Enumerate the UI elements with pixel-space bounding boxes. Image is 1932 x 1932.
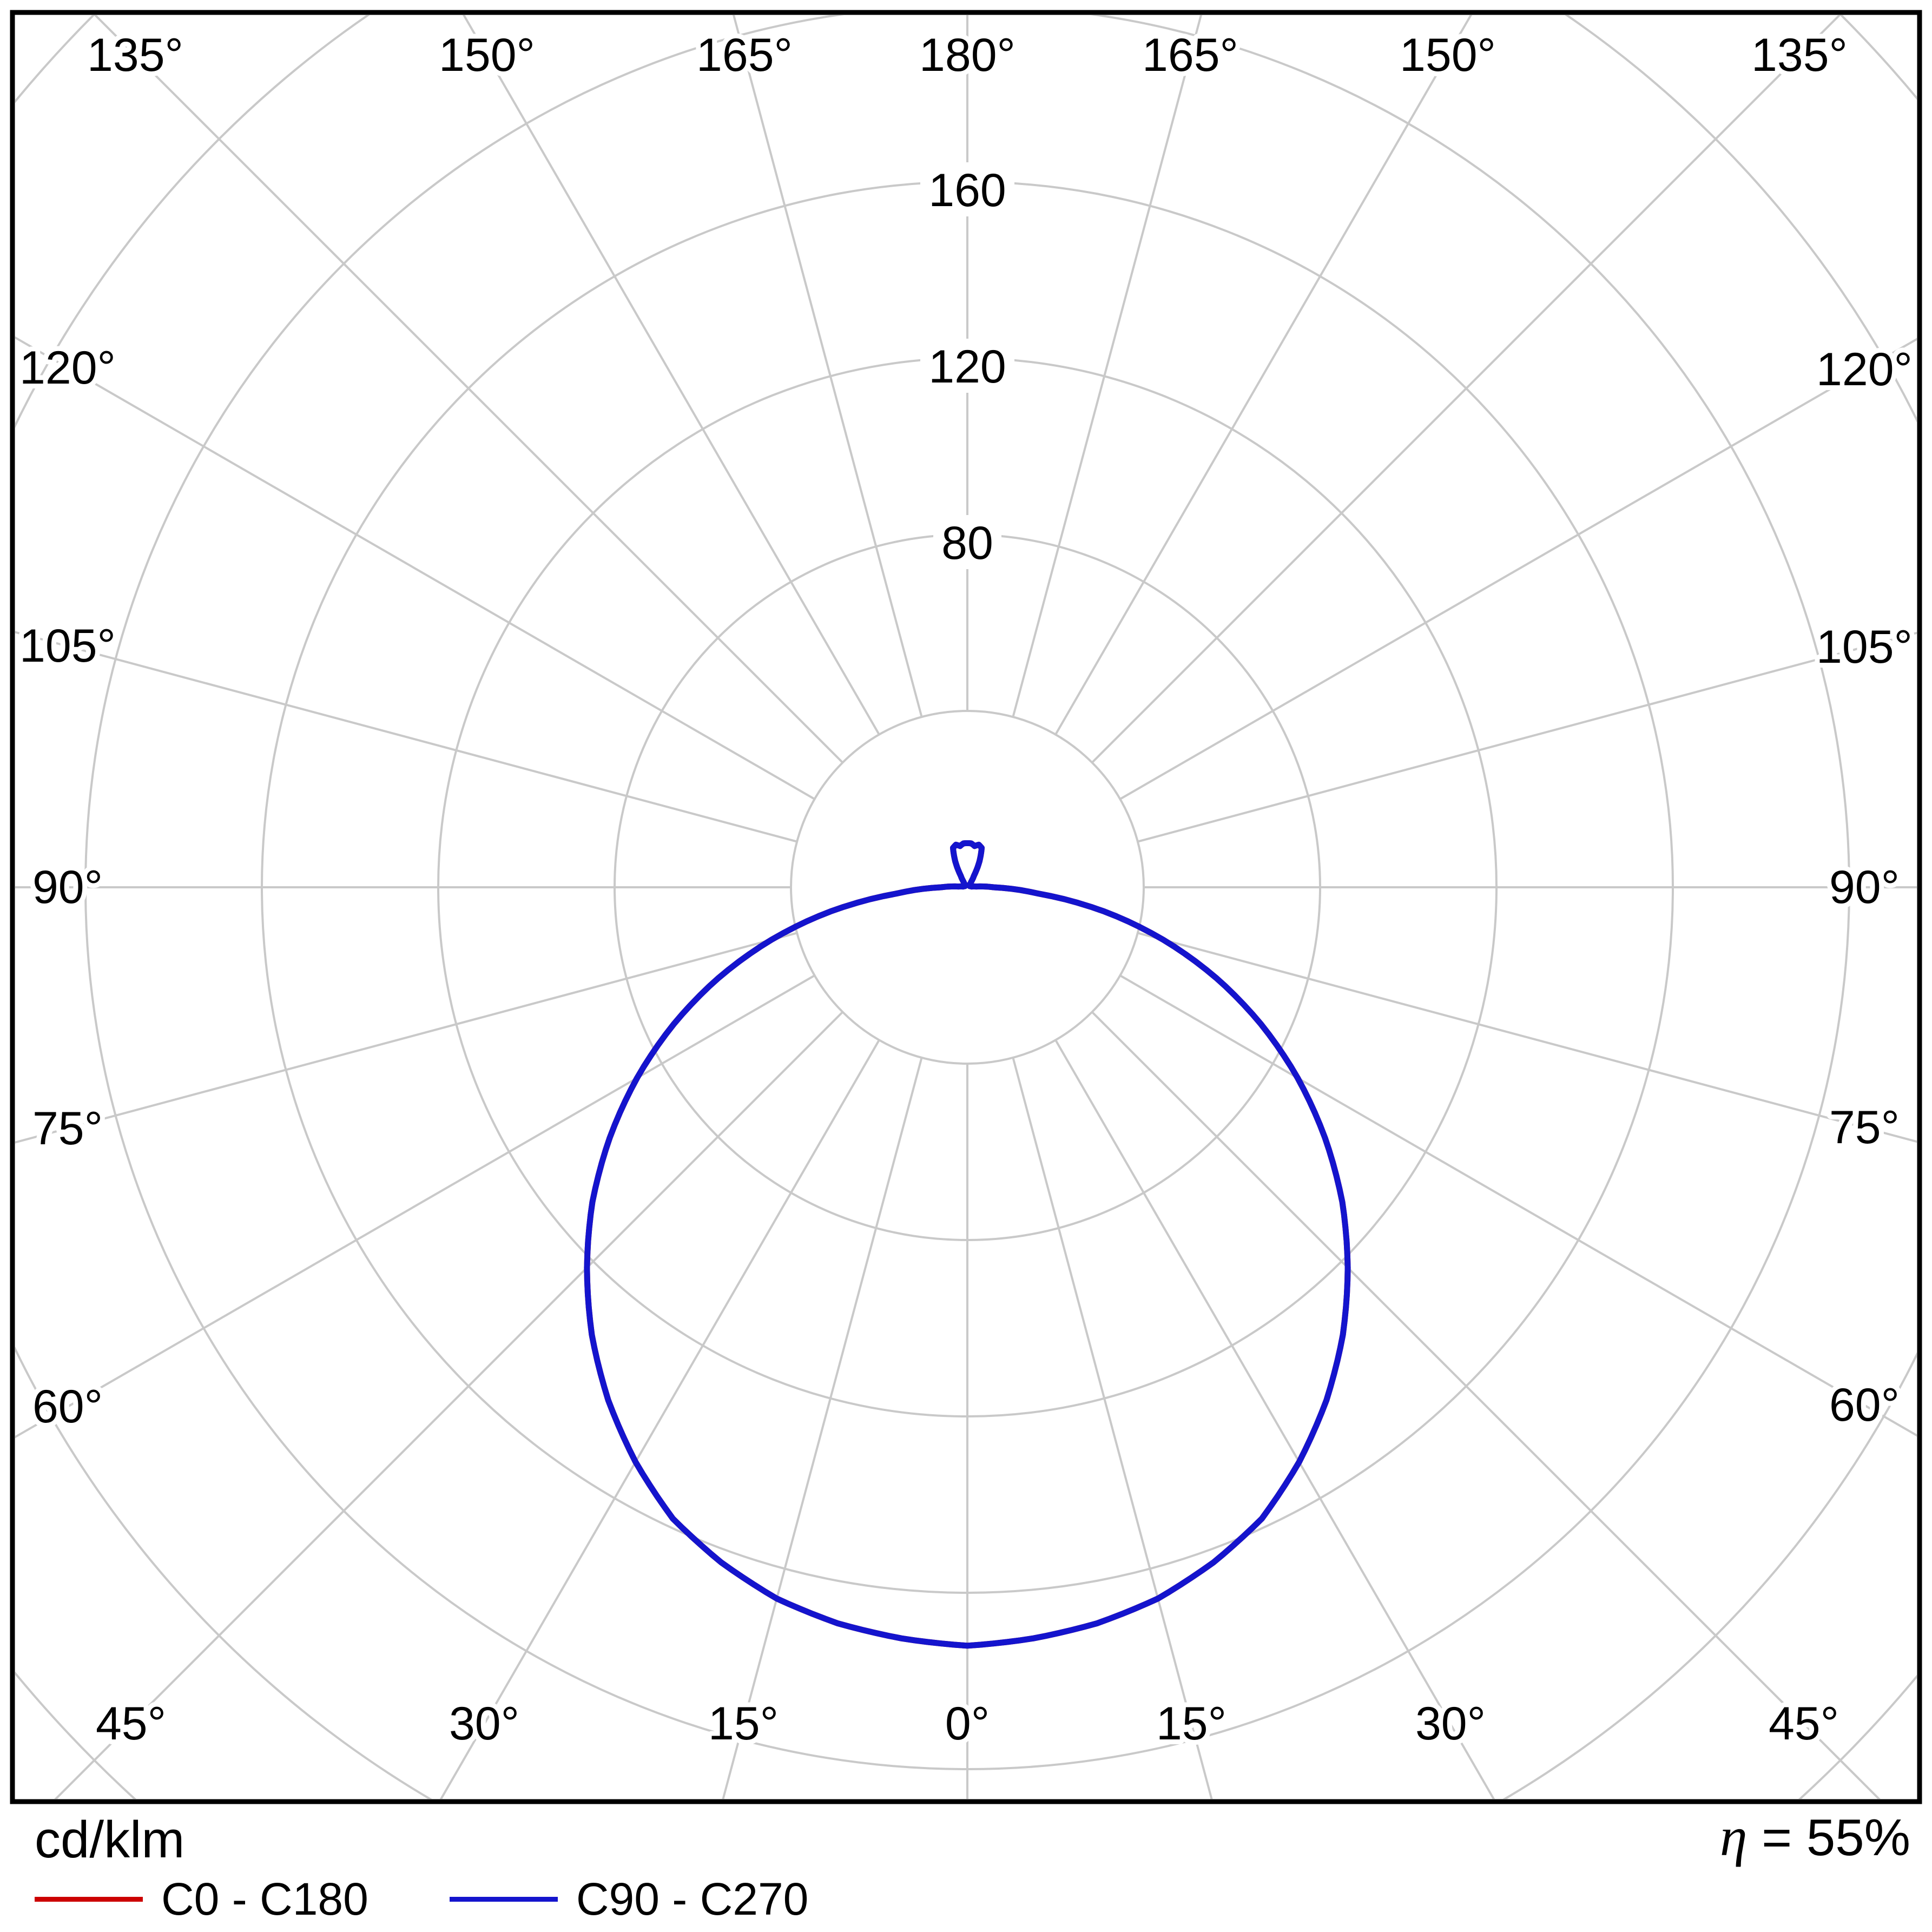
angle-label-0: 0° — [945, 1698, 990, 1750]
ring-label-bg — [920, 162, 1014, 216]
ring-label-120: 120 — [928, 341, 1006, 393]
grid-radial-line — [733, 15, 923, 717]
angle-label-165-right: 165° — [1142, 29, 1238, 81]
grid-radial-line — [463, 15, 880, 735]
angle-label-45-right: 45° — [1769, 1698, 1839, 1750]
c0-c180-label: C0 - C180 — [161, 1874, 368, 1924]
grid-radial-line — [1091, 15, 1841, 763]
angle-label-75-left: 75° — [32, 1103, 103, 1155]
grid-radial-line — [15, 932, 797, 1144]
angle-label-165-left: 165° — [696, 29, 793, 81]
angle-label-60-right: 60° — [1829, 1379, 1900, 1431]
efficiency-label: η = 55% — [1719, 1806, 1910, 1868]
grid-radial-line — [1012, 1057, 1213, 1799]
angle-label-15-left: 15° — [708, 1698, 779, 1750]
grid-radial-line — [15, 631, 797, 843]
legend-item-c90-c270: C90 - C270 — [449, 1873, 809, 1926]
angle-label-15-right: 15° — [1156, 1698, 1227, 1750]
ring-label-bg — [920, 339, 1014, 393]
grid-radial-line — [439, 1039, 880, 1799]
grid-radial-line — [1012, 15, 1202, 717]
eta-symbol: η — [1719, 1806, 1748, 1868]
angle-label-120-left: 120° — [19, 342, 116, 394]
angle-label-150-right: 150° — [1400, 29, 1496, 81]
grid-radial-line — [722, 1057, 923, 1799]
grid-radial-line — [1054, 15, 1472, 735]
grid-radial-line — [1091, 1011, 1881, 1799]
angle-label-105-left: 105° — [19, 620, 116, 672]
plot-border — [10, 10, 1922, 1804]
unit-label: cd/klm — [35, 1811, 185, 1869]
angle-label-120-right: 120° — [1816, 344, 1913, 395]
angle-label-75-right: 75° — [1829, 1102, 1900, 1153]
ring-label-80: 80 — [941, 517, 993, 569]
grid-radial-line — [54, 1011, 843, 1799]
grid-radial-line — [1137, 932, 1917, 1143]
angle-label-45-left: 45° — [96, 1698, 166, 1750]
angle-label-60-left: 60° — [32, 1381, 103, 1433]
angle-label-150-left: 150° — [439, 29, 535, 81]
grid-radial-line — [1054, 1039, 1495, 1799]
angle-label-90-left: 90° — [32, 861, 103, 913]
grid-radial-line — [1137, 631, 1917, 843]
grid-radial-line — [1119, 338, 1917, 800]
c90-c270-line-swatch — [449, 1897, 558, 1902]
angle-label-135-right: 135° — [1751, 29, 1848, 81]
legend-item-c0-c180: C0 - C180 — [35, 1873, 368, 1926]
ring-label-bg — [933, 515, 1001, 569]
ring-label-160: 160 — [928, 164, 1006, 216]
grid-radial-line — [15, 336, 815, 800]
curve-c90-c270 — [584, 840, 1351, 1649]
angle-label-30-left: 30° — [449, 1698, 519, 1750]
angle-label-105-right: 105° — [1816, 621, 1913, 673]
eta-value: = 55% — [1747, 1809, 1910, 1867]
c0-c180-line-swatch — [35, 1897, 143, 1902]
c90-c270-label: C90 - C270 — [576, 1874, 809, 1924]
angle-label-135-left: 135° — [87, 29, 183, 81]
grid-radial-line — [94, 15, 843, 763]
angle-label-90-right: 90° — [1829, 861, 1900, 913]
angle-label-30-right: 30° — [1415, 1698, 1486, 1750]
angle-label-180: 180° — [919, 29, 1016, 81]
legend: C0 - C180 C90 - C270 — [35, 1873, 808, 1926]
